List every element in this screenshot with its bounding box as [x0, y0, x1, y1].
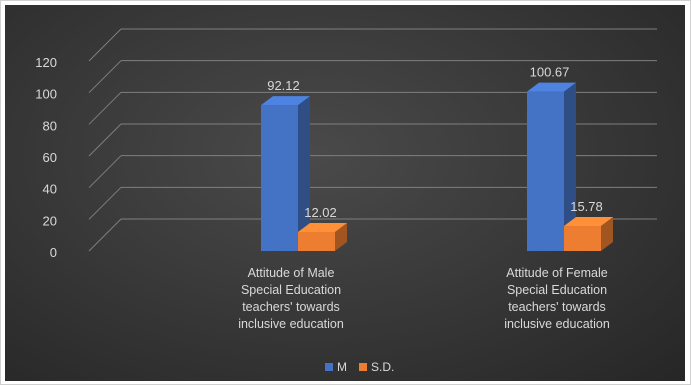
legend-item-m: M	[325, 360, 347, 374]
bar-front	[261, 105, 298, 251]
bar-sd-1	[298, 222, 347, 251]
legend-swatch	[359, 363, 367, 371]
data-label: 12.02	[304, 205, 337, 220]
legend-item-sd: S.D.	[359, 360, 394, 374]
bar-top	[564, 217, 613, 227]
gridline-diagonal	[88, 60, 122, 94]
bar-top	[298, 222, 347, 232]
gridline-diagonal	[88, 218, 122, 252]
bar-top	[261, 96, 310, 106]
bar-sd-2	[564, 217, 613, 251]
category-label-line: inclusive education	[504, 317, 610, 331]
data-label: 92.12	[267, 78, 300, 93]
bar-m-2	[527, 82, 576, 251]
category-label-line: Special Education	[241, 283, 341, 297]
category-label-line: teachers' towards	[242, 300, 340, 314]
bar-front	[564, 226, 601, 251]
chart-svg: 0 20 40 60 80 100 120 92.12 100.67 12.02 15.78 At…	[35, 28, 657, 374]
bar-side	[564, 82, 576, 251]
y-tick-label: 20	[43, 213, 57, 228]
y-tick-label: 0	[50, 245, 57, 260]
bar-side	[298, 96, 310, 251]
legend-swatch	[325, 363, 333, 371]
gridline-diagonal	[88, 91, 122, 125]
y-tick-label: 80	[43, 118, 57, 133]
category-label-1: Attitude of Male Special Education teacher…	[238, 266, 344, 331]
legend: M S.D.	[325, 360, 394, 374]
y-axis: 0 20 40 60 80 100 120	[35, 55, 57, 260]
category-label-line: teachers' towards	[508, 300, 606, 314]
chart-area: 0 20 40 60 80 100 120 92.12 100.67 12.02 15.78 At…	[5, 5, 685, 381]
category-label-line: inclusive education	[238, 317, 344, 331]
bars	[261, 82, 613, 251]
gridline-diagonal	[88, 123, 122, 157]
legend-label: S.D.	[371, 360, 394, 374]
legend-label: M	[337, 360, 347, 374]
y-tick-label: 120	[35, 55, 57, 70]
bar-top	[527, 82, 576, 92]
category-label-2: Attitude of Female Special Education teach…	[504, 266, 610, 331]
category-label-line: Special Education	[507, 283, 607, 297]
y-tick-label: 60	[43, 150, 57, 165]
category-label-line: Attitude of Male	[248, 266, 335, 280]
category-label-line: Attitude of Female	[506, 266, 607, 280]
gridline-diagonal	[88, 28, 122, 62]
y-tick-label: 100	[35, 87, 57, 102]
bar-front	[298, 231, 335, 251]
bar-side	[601, 217, 613, 251]
category-labels: Attitude of Male Special Education teacher…	[238, 266, 610, 331]
bar-m-1	[261, 96, 310, 251]
data-labels: 92.12 100.67 12.02 15.78	[267, 65, 603, 220]
bar-front	[527, 91, 564, 251]
y-tick-label: 40	[43, 182, 57, 197]
bar-side	[335, 222, 347, 251]
gridline-diagonal	[88, 186, 122, 220]
data-label: 100.67	[530, 65, 570, 80]
data-label: 15.78	[570, 199, 603, 214]
gridline-diagonal	[88, 155, 122, 189]
